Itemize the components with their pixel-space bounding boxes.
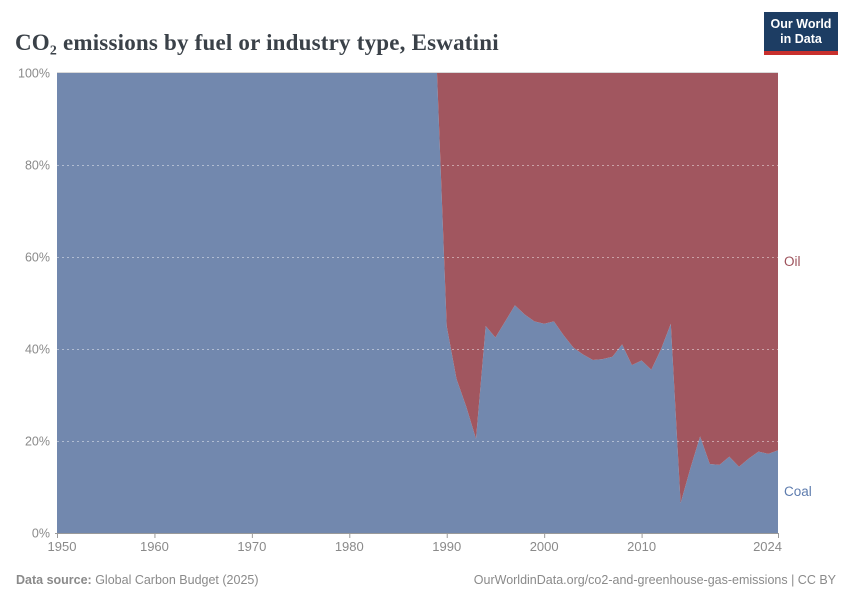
y-tick-label: 20% [25,435,50,449]
y-tick-label: 100% [18,67,50,81]
oil-series-label: Oil [784,254,801,269]
x-tick-label: 2024 [753,539,782,554]
x-tick-label: 1960 [140,539,169,554]
x-tick-label: 1970 [237,539,266,554]
owid-logo-line2: in Data [780,32,822,46]
y-tick-label: 60% [25,251,50,265]
y-tick-label: 80% [25,159,50,173]
x-tick-label: 2010 [627,539,656,554]
x-tick-label: 1950 [48,539,77,554]
y-tick-label: 40% [25,343,50,357]
x-tick-label: 1990 [432,539,461,554]
coal-series-label: Coal [784,484,812,499]
owid-logo: Our World in Data [764,12,838,55]
x-tick-label: 1980 [335,539,364,554]
x-tick-label: 2000 [530,539,559,554]
coal-area[interactable] [57,73,778,533]
data-source-note: Data source: Global Carbon Budget (2025) [16,573,259,587]
data-source-label: Data source: [16,573,92,587]
attribution-note: OurWorldinData.org/co2-and-greenhouse-ga… [473,573,836,587]
y-tick-label: 0% [32,527,50,541]
data-source-value: Global Carbon Budget (2025) [91,573,259,587]
owid-logo-line1: Our World [770,17,832,31]
oil-area[interactable] [57,73,778,504]
chart-footer: Data source: Global Carbon Budget (2025)… [16,573,836,587]
page-title: CO₂ emissions by fuel or industry type, … [15,30,499,56]
